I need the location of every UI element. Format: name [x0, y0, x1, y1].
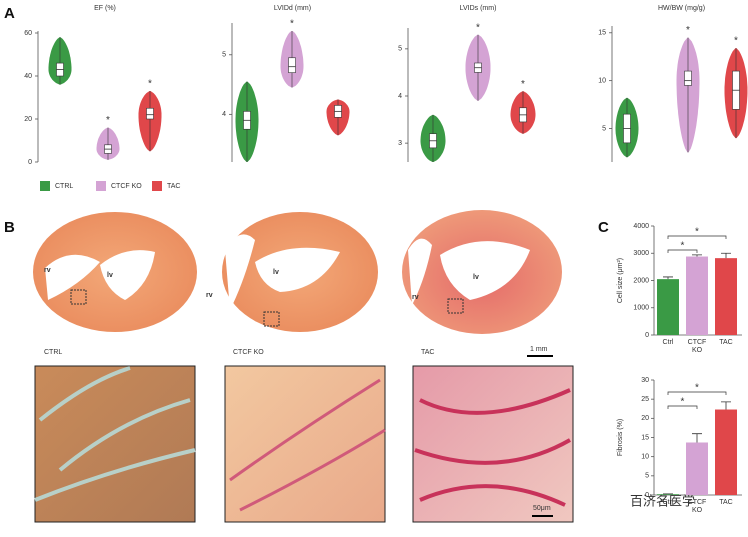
y-tick-label: 4: [398, 93, 402, 100]
chart-title: LVIDd (mm): [274, 5, 311, 12]
y-tick-label: 30: [641, 377, 649, 384]
y-axis-label: Fibrosis (%): [617, 419, 624, 456]
legend-label: TAC: [167, 183, 180, 190]
significance-star: *: [681, 241, 685, 252]
scale-label: 1 mm: [530, 346, 548, 353]
lv-label: lv: [473, 274, 479, 281]
bar: [686, 257, 708, 335]
legend-swatch: [96, 181, 106, 191]
x-tick-label: TAC: [719, 499, 732, 506]
y-tick-label: 4000: [633, 223, 649, 230]
lv-label: lv: [273, 269, 279, 276]
y-tick-label: 3000: [633, 250, 649, 257]
y-tick-label: 10: [641, 454, 649, 461]
error-bar: [692, 434, 702, 443]
bar: [715, 258, 737, 335]
zoom-image: [35, 366, 195, 522]
heart-sections: [33, 210, 562, 356]
y-tick-label: 0: [645, 492, 649, 499]
significance-star: *: [290, 19, 294, 30]
y-tick-label: 0: [645, 332, 649, 339]
y-tick-label: 20: [24, 116, 32, 123]
significance-star: *: [734, 36, 738, 47]
legend-swatch: [152, 181, 162, 191]
significance-star: *: [695, 227, 699, 238]
zoom-images: [35, 366, 573, 522]
y-tick-label: 0: [28, 159, 32, 166]
chart-title: LVIDs (mm): [460, 5, 497, 12]
y-tick-label: 10: [598, 77, 606, 84]
scale-label: 50μm: [533, 505, 551, 512]
legend-swatch: [40, 181, 50, 191]
bar: [657, 279, 679, 335]
rv-label: rv: [44, 267, 51, 274]
y-tick-label: 15: [598, 30, 606, 37]
lv-label: lv: [107, 272, 113, 279]
rv-label: rv: [206, 292, 213, 299]
y-tick-label: 15: [641, 434, 649, 441]
significance-star: *: [681, 397, 685, 408]
y-tick-label: 40: [24, 73, 32, 80]
panel-label: B: [4, 219, 15, 236]
bar: [657, 494, 679, 495]
significance-star: *: [148, 79, 152, 90]
chart-title: HW/BW (mg/g): [658, 5, 705, 12]
y-tick-label: 5: [398, 46, 402, 53]
error-bar: [721, 253, 731, 258]
y-tick-label: 25: [641, 396, 649, 403]
y-tick-label: 5: [222, 52, 226, 59]
error-bar: [721, 402, 731, 410]
significance-star: *: [695, 383, 699, 394]
significance-star: *: [521, 79, 525, 90]
rv-label: rv: [412, 294, 419, 301]
significance-star: *: [476, 22, 480, 33]
legend-label: CTCF KO: [111, 183, 142, 190]
x-tick-label: Ctrl: [663, 339, 674, 346]
significance-star: *: [106, 115, 110, 126]
significance-star: *: [686, 25, 690, 36]
y-tick-label: 3: [398, 140, 402, 147]
y-tick-label: 1000: [633, 305, 649, 312]
error-bar: [663, 277, 673, 279]
y-tick-label: 60: [24, 30, 32, 37]
x-tick-label: TAC: [719, 339, 732, 346]
y-tick-label: 5: [602, 125, 606, 132]
section-label: CTRL: [44, 349, 62, 356]
bar: [715, 410, 737, 495]
chart-title: EF (%): [94, 5, 116, 12]
y-tick-label: 4: [222, 111, 226, 118]
box: [147, 108, 154, 119]
y-tick-label: 2000: [633, 277, 649, 284]
panel-label: A: [4, 5, 15, 22]
box: [289, 58, 296, 73]
y-axis-label: Cell size (μm²): [617, 258, 624, 303]
y-tick-label: 5: [645, 473, 649, 480]
bar: [686, 442, 708, 495]
x-tick-label: Ctrl: [663, 499, 674, 506]
error-bar: [692, 255, 702, 257]
y-tick-label: 20: [641, 415, 649, 422]
section-label: TAC: [421, 349, 434, 356]
box: [685, 71, 692, 85]
legend-label: CTRL: [55, 183, 73, 190]
panel-label: C: [598, 219, 609, 236]
section-label: CTCF KO: [233, 349, 264, 356]
